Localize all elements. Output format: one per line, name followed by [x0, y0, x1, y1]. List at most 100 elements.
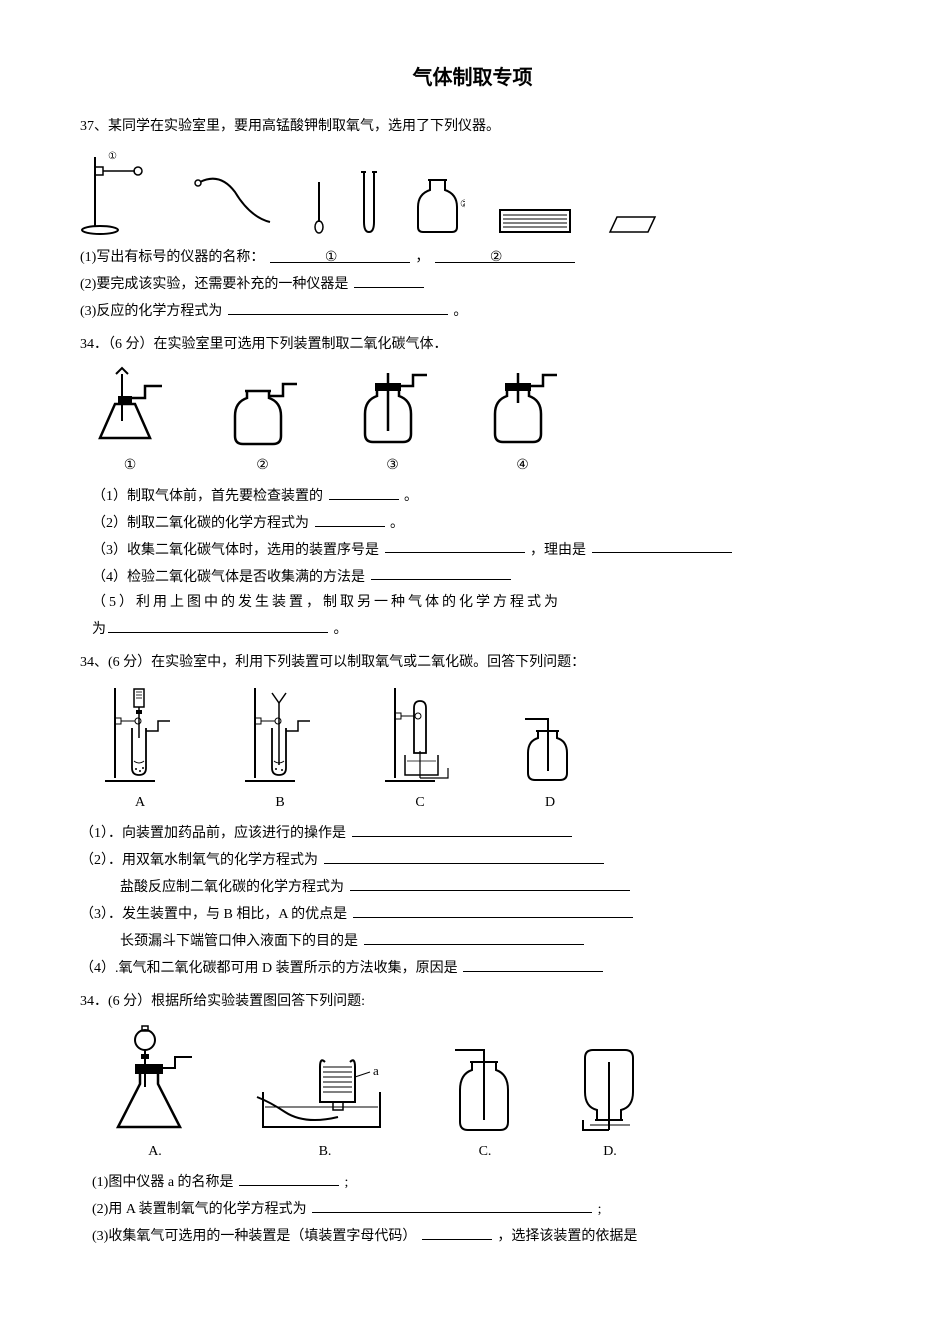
q37-p1: (1)写出有标号的仪器的名称： ① ， ② [80, 245, 865, 270]
iron-stand-icon: ① [80, 147, 160, 237]
q34a-p1-text: （1）制取气体前，首先要检查装置的 [92, 489, 323, 504]
q34b-diagrams: A B [100, 683, 865, 815]
q34a-p1: （1）制取气体前，首先要检查装置的 。 [92, 482, 865, 509]
blank [371, 563, 511, 581]
device-cd: D. [575, 1042, 645, 1164]
spatula-icon [310, 177, 328, 237]
device-cb-label: B. [319, 1139, 332, 1164]
q34c-p2-end: ; [598, 1202, 602, 1217]
q34b-p3b-text: 长颈漏斗下端管口伸入液面下的目的是 [120, 934, 358, 949]
blank [239, 1168, 339, 1186]
q37-p2: (2)要完成该实验，还需要补充的一种仪器是 [80, 270, 865, 297]
stand-long-funnel-icon [240, 683, 320, 788]
device-ca: A. [110, 1022, 200, 1164]
device-1-label: ① [124, 453, 137, 478]
blank: ② [435, 245, 575, 263]
device-4-label: ④ [516, 453, 529, 478]
q34b-p1-text: （1）．向装置加药品前，应该进行的操作是 [80, 826, 346, 841]
q37-p2-text: (2)要完成该实验，还需要补充的一种仪器是 [80, 277, 348, 292]
delivery-tube-icon [190, 167, 280, 237]
q34b-p2b-text: 盐酸反应制二氧化碳的化学方程式为 [120, 880, 344, 895]
q37-diagrams: ① 图 2 ② [80, 147, 865, 237]
stand-water-collect-icon [380, 683, 460, 788]
q34a-p2-end: 。 [390, 516, 404, 531]
q34b-p3b: 长颈漏斗下端管口伸入液面下的目的是 [120, 927, 865, 954]
bottle-tube-short-icon [485, 371, 560, 451]
q34a-intro: 34．（6 分）在实验室里可选用下列装置制取二氧化碳气体． [80, 332, 865, 357]
q34a-p2: （2）制取二氧化碳的化学方程式为 。 [92, 509, 865, 536]
q34c-p3-text: (3)收集氧气可选用的一种装置是（填装置字母代码） [92, 1229, 416, 1244]
bottle-up-collect-icon [450, 1042, 520, 1137]
device-2-label: ② [256, 453, 269, 478]
bottle-tube-in-icon [355, 371, 430, 451]
q34a-p4: （4）检验二氧化碳气体是否收集满的方法是 [92, 563, 865, 590]
blank [463, 954, 603, 972]
q34b-p4-text: （4）.氧气和二氧化碳都可用 D 装置所示的方法收集，原因是 [80, 961, 458, 976]
q34c-intro: 34．(6 分）根据所给实验装置图回答下列问题: [80, 989, 865, 1014]
device-a-label: A [135, 790, 145, 815]
device-1: ① [90, 366, 170, 478]
device-d: D [520, 713, 580, 815]
device-c-label: C [415, 790, 424, 815]
q34a-p3-text: （3）收集二氧化碳气体时，选用的装置序号是 [92, 542, 379, 557]
device-c: C [380, 683, 460, 815]
q34a-p5: （5）利用上图中的发生装置，制取另一种气体的化学方程式为 为 。 [92, 590, 865, 642]
flask-funnel-icon [90, 366, 170, 451]
device-a: A [100, 683, 180, 815]
glass-slide-icon [605, 212, 660, 237]
blank [352, 819, 572, 837]
blank [329, 482, 399, 500]
test-tube-icon: 图 2 [358, 167, 380, 237]
blank [312, 1195, 592, 1213]
q34c-p2-text: (2)用 A 装置制氧气的化学方程式为 [92, 1202, 307, 1217]
device-ca-label: A. [148, 1139, 162, 1164]
q34b-p1: （1）．向装置加药品前，应该进行的操作是 [80, 819, 865, 846]
device-cd-label: D. [603, 1139, 617, 1164]
device-3: ③ [355, 371, 430, 478]
q37-p1-sep: ， [415, 250, 429, 265]
bottle-open-icon [225, 376, 300, 451]
device-b-label: B [275, 790, 284, 815]
device-cc: C. [450, 1042, 520, 1164]
flask-sep-funnel-icon [110, 1022, 200, 1137]
water-trough-icon: a [255, 1047, 395, 1137]
svg-text:②: ② [460, 199, 465, 210]
bottle-upward-icon [520, 713, 580, 788]
blank [364, 927, 584, 945]
device-d-label: D [545, 790, 555, 815]
q34b-p4: （4）.氧气和二氧化碳都可用 D 装置所示的方法收集，原因是 [80, 954, 865, 981]
blank [385, 536, 525, 554]
gas-bottle-icon: ② [410, 172, 465, 237]
q34b-p3: （3）．发生装置中，与 B 相比，A 的优点是 [80, 900, 865, 927]
blank [324, 846, 604, 864]
blank [228, 297, 448, 315]
device-cb: a B. [255, 1047, 395, 1164]
device-2: ② [225, 376, 300, 478]
device-cc-label: C. [479, 1139, 492, 1164]
q34a-p2-text: （2）制取二氧化碳的化学方程式为 [92, 516, 309, 531]
bottle-down-collect-icon [575, 1042, 645, 1137]
blank [315, 509, 385, 527]
device-3-label: ③ [386, 453, 399, 478]
q34a-p4-text: （4）检验二氧化碳气体是否收集满的方法是 [92, 569, 365, 584]
blank [350, 873, 630, 891]
blank [108, 615, 328, 633]
blank [353, 900, 633, 918]
stand-separating-funnel-icon [100, 683, 180, 788]
q34c-p3: (3)收集氧气可选用的一种装置是（填装置字母代码） ，选择该装置的依据是 [92, 1222, 865, 1249]
svg-text:①: ① [108, 151, 117, 162]
device-4: ④ [485, 371, 560, 478]
q37-p1-text: (1)写出有标号的仪器的名称： [80, 250, 264, 265]
q34c-p1-end: ; [345, 1175, 349, 1190]
q34a-p3: （3）收集二氧化碳气体时，选用的装置序号是 ，理由是 [92, 536, 865, 563]
q34b-p2b: 盐酸反应制二氧化碳的化学方程式为 [120, 873, 865, 900]
q34c-p2: (2)用 A 装置制氧气的化学方程式为 ; [92, 1195, 865, 1222]
q34a-p1-end: 。 [404, 489, 418, 504]
q34b-intro: 34、(6 分）在实验室中，利用下列装置可以制取氧气或二氧化碳。回答下列问题： [80, 650, 865, 675]
q34b-p2: （2）．用双氧水制氧气的化学方程式为 [80, 846, 865, 873]
trough-icon [495, 202, 575, 237]
blank [354, 270, 424, 288]
blank [422, 1222, 492, 1240]
q34a-p5-text: （5）利用上图中的发生装置，制取另一种气体的化学方程式为 [92, 595, 561, 610]
q34a-p5-end: 。 [334, 622, 348, 637]
